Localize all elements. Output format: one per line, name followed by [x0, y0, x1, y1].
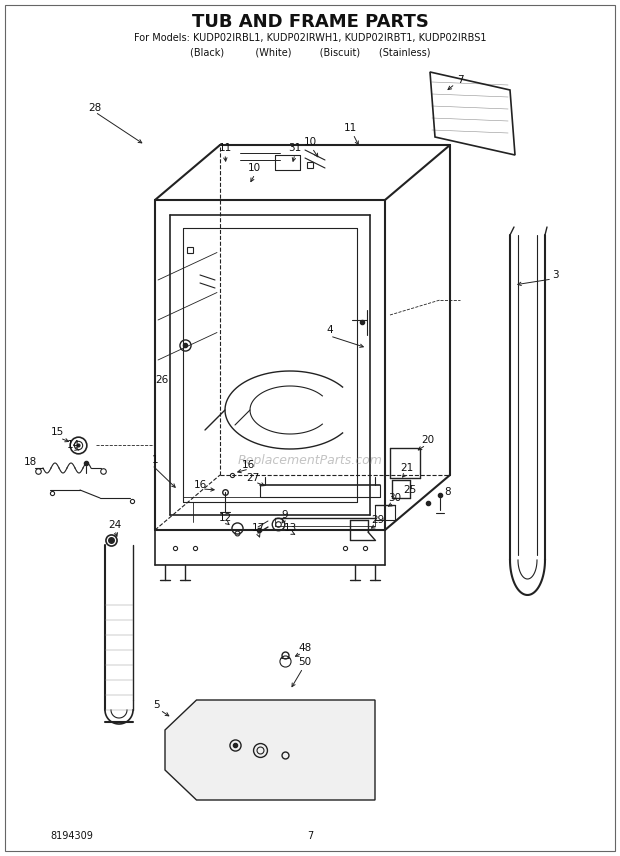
Text: 15: 15 [50, 427, 64, 437]
Text: 11: 11 [218, 143, 232, 153]
Text: 12: 12 [218, 513, 232, 523]
Text: 10: 10 [247, 163, 260, 173]
Text: 14: 14 [66, 440, 79, 450]
Text: 9: 9 [281, 510, 288, 520]
Text: 7: 7 [457, 75, 463, 85]
Text: 16: 16 [241, 460, 255, 470]
Text: 7: 7 [307, 831, 313, 841]
Text: 20: 20 [422, 435, 435, 445]
Text: 3: 3 [552, 270, 559, 280]
Text: 26: 26 [156, 375, 169, 385]
Text: 10: 10 [303, 137, 317, 147]
Text: 27: 27 [246, 473, 260, 483]
Text: 11: 11 [343, 123, 356, 133]
Text: 50: 50 [298, 657, 312, 667]
Text: 25: 25 [404, 485, 417, 495]
Text: 18: 18 [24, 457, 37, 467]
Text: 5: 5 [154, 700, 161, 710]
Text: 29: 29 [371, 515, 384, 525]
Polygon shape [165, 700, 375, 800]
Text: 4: 4 [327, 325, 334, 335]
Text: 17: 17 [251, 523, 265, 533]
Text: For Models: KUDP02IRBL1, KUDP02IRWH1, KUDP02IRBT1, KUDP02IRBS1: For Models: KUDP02IRBL1, KUDP02IRWH1, KU… [134, 33, 486, 43]
Text: 1: 1 [152, 455, 158, 465]
Text: (Black)          (White)         (Biscuit)      (Stainless): (Black) (White) (Biscuit) (Stainless) [190, 47, 430, 57]
Text: 16: 16 [193, 480, 206, 490]
Text: 28: 28 [89, 103, 102, 113]
Text: ReplacementParts.com: ReplacementParts.com [237, 454, 383, 467]
Text: TUB AND FRAME PARTS: TUB AND FRAME PARTS [192, 13, 428, 31]
Text: 8: 8 [445, 487, 451, 497]
Text: 24: 24 [108, 520, 122, 530]
Text: 8194309: 8194309 [50, 831, 93, 841]
Text: 21: 21 [401, 463, 414, 473]
Text: 48: 48 [298, 643, 312, 653]
Text: 13: 13 [283, 523, 296, 533]
Text: 30: 30 [389, 493, 402, 503]
Text: 31: 31 [288, 143, 301, 153]
